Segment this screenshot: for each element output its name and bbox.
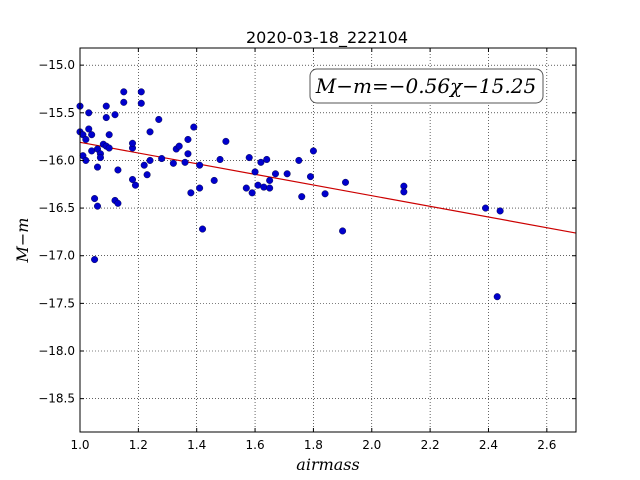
data-point: [196, 184, 204, 192]
data-point: [111, 111, 119, 119]
data-point: [196, 161, 204, 169]
data-point: [271, 170, 279, 178]
data-point: [342, 178, 350, 186]
data-point: [85, 125, 93, 133]
y-tick-label: −16.0: [38, 153, 75, 167]
x-tick-label: 1.0: [70, 438, 89, 452]
data-point: [190, 123, 198, 131]
x-tick-label: 2.0: [362, 438, 381, 452]
axis-ticks: 1.0 1.2 1.4 1.6 1.8 2.0 2.2 2.4 2.6 −15.0 −15.5 −16…: [38, 48, 576, 452]
data-point: [199, 225, 207, 233]
data-point: [120, 98, 128, 106]
data-point: [88, 131, 96, 139]
data-point: [158, 155, 166, 163]
data-point: [242, 184, 250, 192]
equation-annotation: M−m=−0.56χ−15.25: [309, 68, 544, 104]
data-point: [140, 161, 148, 169]
data-point: [131, 181, 139, 189]
data-point: [129, 175, 137, 183]
data-point: [184, 150, 192, 158]
data-point: [146, 128, 154, 136]
data-point: [105, 131, 113, 139]
data-point: [143, 171, 151, 179]
data-point: [85, 109, 93, 117]
x-tick-label: 1.6: [246, 438, 265, 452]
data-point: [137, 88, 145, 96]
data-point: [94, 202, 102, 210]
data-point: [114, 166, 122, 174]
x-tick-label: 2.4: [479, 438, 498, 452]
data-point: [245, 154, 253, 162]
data-point: [216, 155, 224, 163]
data-point: [169, 159, 177, 167]
equation-box: [309, 68, 544, 104]
x-tick-label: 1.4: [187, 438, 206, 452]
data-point: [210, 176, 218, 184]
data-point: [91, 195, 99, 203]
data-point: [248, 189, 256, 197]
data-point: [283, 170, 291, 178]
data-point: [260, 183, 268, 191]
data-point: [222, 137, 230, 145]
data-point: [400, 188, 408, 196]
y-tick-label: −17.0: [38, 249, 75, 263]
data-point: [102, 114, 110, 122]
data-point: [321, 190, 329, 198]
data-point: [105, 144, 113, 152]
y-tick-label: −16.5: [38, 201, 75, 215]
y-axis-label: M−m: [13, 218, 32, 264]
x-axis-label: airmass: [296, 455, 359, 474]
data-point: [137, 99, 145, 107]
data-point: [175, 142, 183, 150]
y-tick-label: −18.5: [38, 392, 75, 406]
data-point: [102, 102, 110, 110]
data-point: [257, 158, 265, 166]
data-point: [120, 88, 128, 96]
chart-title: 2020-03-18_222104: [246, 28, 408, 48]
data-point: [266, 176, 274, 184]
data-point: [187, 189, 195, 197]
y-tick-label: −17.5: [38, 296, 75, 310]
data-point: [482, 204, 490, 212]
data-point: [339, 227, 347, 235]
data-point: [254, 181, 262, 189]
data-point: [306, 173, 314, 181]
x-tick-label: 2.2: [421, 438, 440, 452]
data-point: [96, 154, 104, 162]
data-point: [309, 147, 317, 155]
scatter-points: [76, 88, 504, 301]
data-point: [94, 163, 102, 171]
data-point: [88, 147, 96, 155]
x-tick-label: 2.6: [537, 438, 556, 452]
data-point: [91, 256, 99, 264]
data-point: [298, 193, 306, 201]
plot-area-frame: [79, 47, 577, 433]
data-point: [493, 293, 501, 301]
data-point: [295, 156, 303, 164]
data-point: [82, 135, 90, 143]
x-tick-label: 1.8: [304, 438, 323, 452]
data-point: [263, 155, 271, 163]
data-point: [155, 115, 163, 123]
y-tick-label: −15.0: [38, 58, 75, 72]
data-point: [251, 168, 259, 176]
y-tick-label: −15.5: [38, 106, 75, 120]
data-point: [114, 199, 122, 207]
data-point: [184, 135, 192, 143]
x-tick-label: 1.2: [129, 438, 148, 452]
data-point: [181, 158, 189, 166]
data-point: [129, 139, 137, 147]
data-point: [496, 207, 504, 215]
equation-text: M−m=−0.56χ−15.25: [315, 74, 536, 98]
data-point: [146, 156, 154, 164]
data-point: [266, 184, 274, 192]
y-tick-label: −18.0: [38, 344, 75, 358]
